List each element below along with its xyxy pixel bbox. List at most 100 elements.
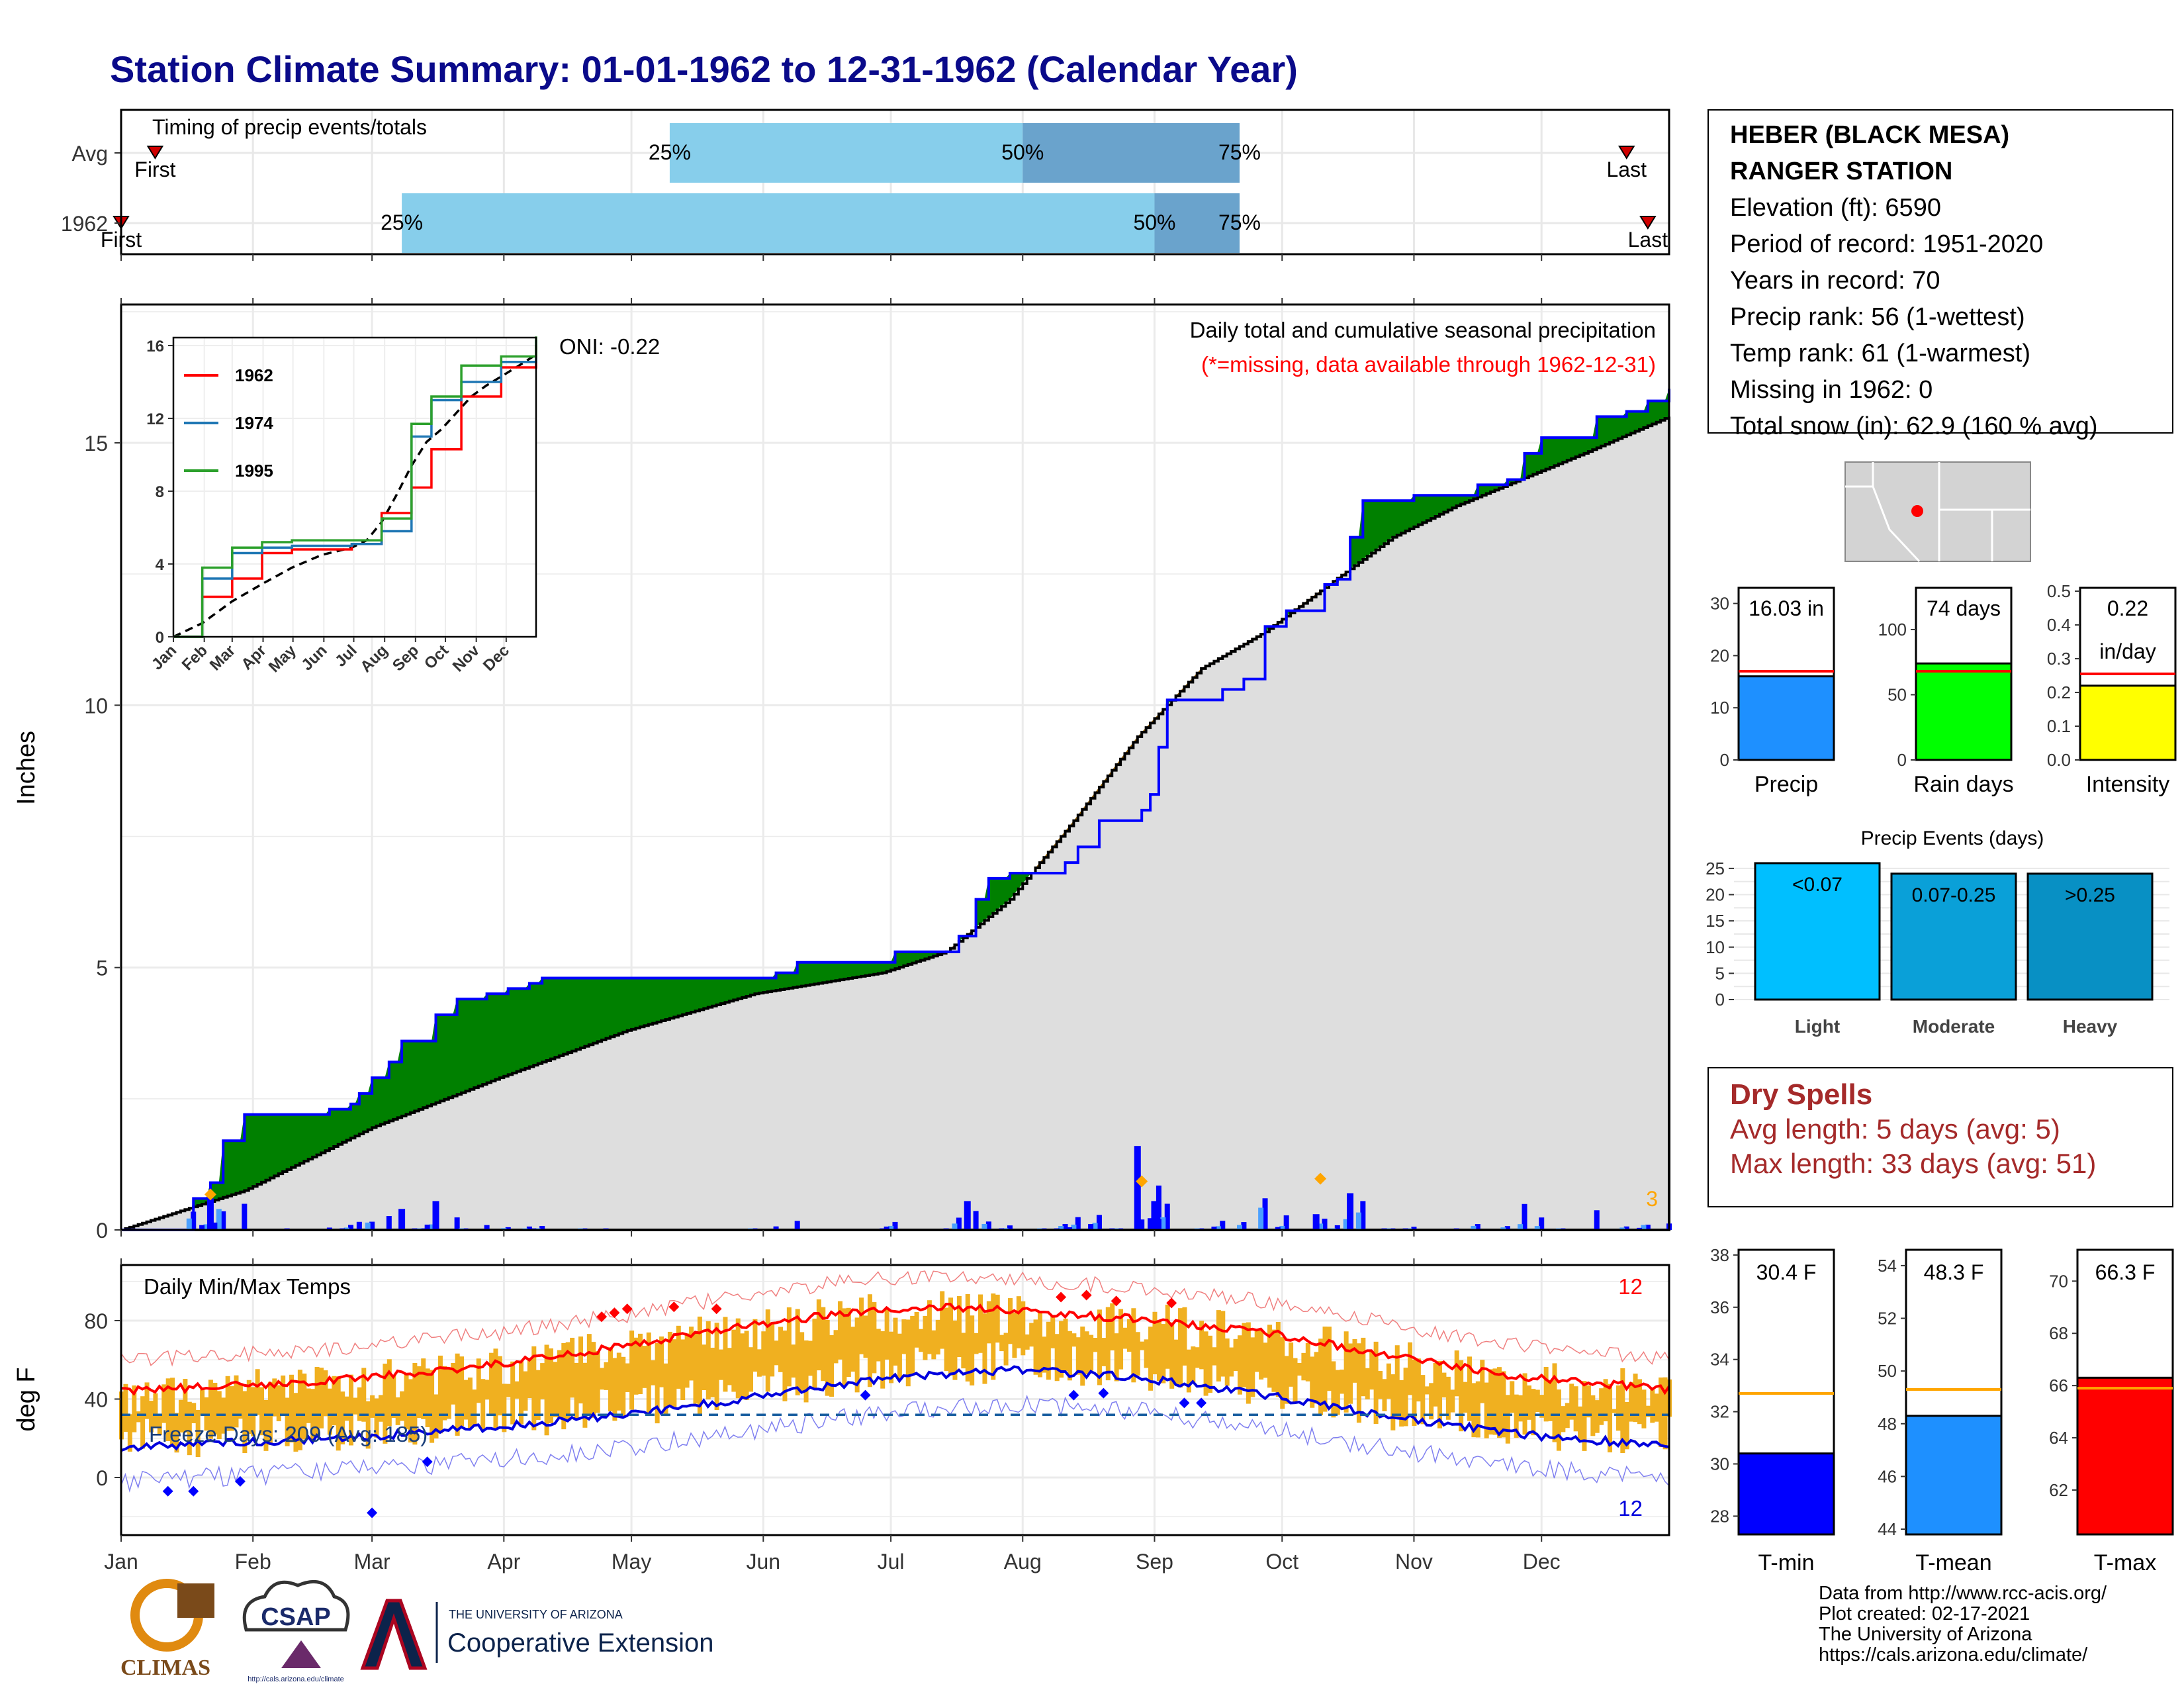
temp-summary-bars: 30.4 F 28 30 32 34 36 38 T-min 48.3 F 44 46 48 50 52 5… (1710, 1245, 2174, 1575)
daily-temp-bar (1224, 1338, 1230, 1386)
precip-observed-line (121, 389, 1670, 1231)
daily-temp-bar (944, 1307, 949, 1372)
daily-temp-bar (1318, 1338, 1324, 1415)
daily-precip-bar (1134, 1146, 1141, 1230)
daily-precip-bar (1279, 1225, 1285, 1230)
daily-temp-bar (484, 1380, 490, 1400)
daily-temp-bar (633, 1337, 639, 1395)
daily-temp-bar (829, 1335, 835, 1397)
credit-url: https://cals.arizona.edu/climate/ (1819, 1644, 2088, 1665)
daily-temp-bar (999, 1335, 1005, 1352)
daily-temp-bar (1246, 1322, 1251, 1404)
timing-last-marker (1617, 146, 1635, 160)
daily-temp-bar (1582, 1381, 1587, 1451)
daily-temp-bar (1007, 1298, 1013, 1344)
daily-temp-bar (523, 1371, 528, 1411)
precip-title: Daily total and cumulative seasonal prec… (1190, 318, 1656, 342)
summary-bar (1915, 662, 2013, 761)
record-max-marker (668, 1301, 680, 1313)
daily-temp-bar (1037, 1311, 1042, 1378)
daily-temp-bar (1629, 1382, 1634, 1422)
daily-temp-bar (183, 1378, 188, 1433)
record-min-marker (1068, 1389, 1079, 1401)
daily-precip-bar (347, 1225, 353, 1230)
timing-row-label: Avg (71, 142, 108, 165)
daily-temp-bar (289, 1374, 295, 1443)
daily-temp-bar (1284, 1356, 1289, 1404)
temp-summary-y-tick-label: 64 (2049, 1428, 2068, 1448)
daily-temp-bar (267, 1382, 273, 1445)
daily-temp-bar (1556, 1389, 1561, 1451)
daily-temp-bar (1403, 1368, 1408, 1427)
daily-temp-bar (1165, 1304, 1170, 1369)
climas-logo-block (177, 1583, 214, 1618)
daily-temp-bar (765, 1309, 770, 1392)
daily-temp-bar (833, 1330, 839, 1364)
daily-temp-bar (799, 1332, 805, 1393)
daily-precip-bar (1220, 1221, 1226, 1230)
temp-summary-label: T-min (1758, 1550, 1815, 1575)
daily-temp-bar (723, 1317, 728, 1392)
timing-first-marker (146, 146, 164, 160)
summary-label: Intensity (2086, 772, 2170, 797)
temp-y-tick-label: 0 (96, 1466, 108, 1490)
daily-precip-bar (206, 1198, 214, 1230)
daily-temp-bar (1242, 1323, 1247, 1387)
daily-temp-bar (1301, 1352, 1306, 1381)
daily-temp-bar (527, 1358, 532, 1399)
daily-temp-bar (1220, 1311, 1226, 1377)
daily-temp-bar (1459, 1360, 1464, 1432)
summary-label: Rain days (1913, 772, 2013, 797)
inset-bg (173, 338, 536, 637)
daily-precip-bar (1241, 1222, 1247, 1230)
month-label: Dec (1523, 1550, 1561, 1573)
record-min-marker (1179, 1397, 1190, 1409)
daily-temp-bar (782, 1330, 788, 1401)
daily-temp-bar (1586, 1385, 1591, 1418)
daily-temp-bar (1335, 1370, 1340, 1415)
daily-temp-bar (935, 1319, 940, 1355)
daily-temp-bar (433, 1394, 439, 1439)
daily-temp-bar (140, 1396, 146, 1449)
daily-temp-bar (1182, 1307, 1187, 1366)
daily-temp-bar (1118, 1309, 1124, 1370)
daily-temp-bar (285, 1397, 290, 1446)
month-label: Sep (1136, 1550, 1173, 1573)
events-category-label: Light (1795, 1016, 1840, 1037)
avg-min-temp-line (120, 1365, 1670, 1452)
daily-precip-bar (429, 1224, 435, 1230)
daily-temp-bar (872, 1302, 877, 1374)
record-min-marker (367, 1507, 378, 1519)
daily-temp-bar (846, 1307, 851, 1378)
inset-y-tick-label: 8 (156, 483, 164, 501)
daily-precip-bar (1156, 1185, 1161, 1230)
temp-y-axis-label: deg F (13, 1367, 40, 1431)
daily-temp-bar (549, 1348, 554, 1423)
summary-y-tick-label: 0 (1720, 750, 1729, 770)
events-category-label: Moderate (1913, 1016, 1995, 1037)
temp-summary-y-tick-label: 70 (2049, 1271, 2068, 1291)
daily-temp-bar (1267, 1325, 1272, 1388)
daily-temp-bar (1263, 1342, 1268, 1378)
temp-summary-y-tick-label: 52 (1878, 1309, 1897, 1329)
timing-bar-light (402, 193, 1155, 253)
ua-a-logo (360, 1599, 428, 1670)
events-y-tick-label: 15 (1706, 911, 1725, 931)
daily-temp-bar (425, 1368, 430, 1427)
daily-temp-bar (293, 1393, 298, 1452)
daily-precip-bar (191, 1211, 197, 1230)
daily-precip-bar (1096, 1215, 1102, 1230)
daily-temp-bar (246, 1380, 251, 1434)
daily-temp-bar (1480, 1360, 1485, 1403)
station-years: Years in record: 70 (1730, 267, 1940, 295)
daily-temp-bar (416, 1366, 422, 1419)
daily-temp-bar (710, 1347, 715, 1397)
daily-temp-bar (1173, 1339, 1179, 1384)
daily-temp-bar (1505, 1395, 1510, 1444)
inset-legend-label: 1974 (235, 413, 273, 433)
daily-temp-bar (1569, 1383, 1574, 1420)
station-total-snow: Total snow (in): 62.9 (160 % avg) (1730, 412, 2098, 440)
inset-y-tick-label: 4 (156, 556, 165, 574)
